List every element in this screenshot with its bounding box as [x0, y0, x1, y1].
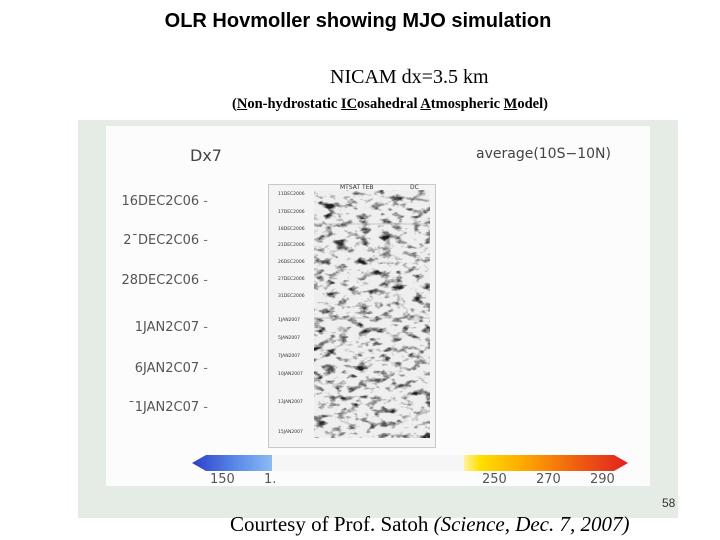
- inner-date: 13JAN2007: [278, 400, 303, 405]
- colorbar-label: 250: [482, 472, 507, 487]
- satellite-olr-image: [314, 190, 430, 438]
- credit-line: Courtesy of Prof. Satoh (Science, Dec. 7…: [230, 512, 630, 536]
- inner-date: 21DEC2006: [278, 243, 305, 248]
- inner-header: MTSAT TEB: [340, 184, 374, 191]
- inner-tag: DC: [410, 184, 419, 191]
- date-tick: 6JAN2C07: [108, 361, 208, 376]
- colorbar-label: 290: [590, 472, 615, 487]
- inner-date: 26DEC2006: [278, 260, 305, 265]
- slide-title: OLR Hovmoller showing MJO simulation: [164, 10, 552, 32]
- inner-date: 11DEC2006: [278, 192, 305, 197]
- date-tick: 2ˉDEC2C06: [108, 233, 208, 248]
- date-tick: 28DEC2C06: [108, 273, 208, 288]
- subtitle-expansion: (Non-hydrostatic ICosahedral Atmospheric…: [232, 96, 548, 112]
- inner-date: 18DEC2006: [278, 227, 305, 232]
- colorbar-label: 150: [210, 472, 235, 487]
- colorbar-label: 1.: [264, 472, 277, 487]
- date-tick: 16DEC2C06: [108, 194, 208, 209]
- inner-date: 7JAN2007: [278, 354, 301, 359]
- inner-date: 5JAN2007: [278, 336, 301, 341]
- colorbar-label: 270: [536, 472, 561, 487]
- page-number: 58: [662, 496, 676, 510]
- date-tick: ˉ1JAN2C07: [108, 400, 208, 415]
- inner-date: 27DEC2006: [278, 277, 305, 282]
- inner-date: 31DEC2006: [278, 294, 305, 299]
- inner-date: 17DEC2006: [278, 210, 305, 215]
- inner-date: 15JAN2007: [278, 430, 303, 435]
- panel-label: Dx7: [190, 146, 222, 165]
- average-label: average(10S−10N): [476, 146, 611, 162]
- subtitle: NICAM dx=3.5 km: [330, 66, 489, 88]
- olr-colorbar: [192, 455, 628, 471]
- inner-date: 10JAN2007: [278, 372, 303, 377]
- date-tick: 1JAN2C07: [108, 320, 208, 335]
- inner-date: 1JAN2007: [278, 318, 301, 323]
